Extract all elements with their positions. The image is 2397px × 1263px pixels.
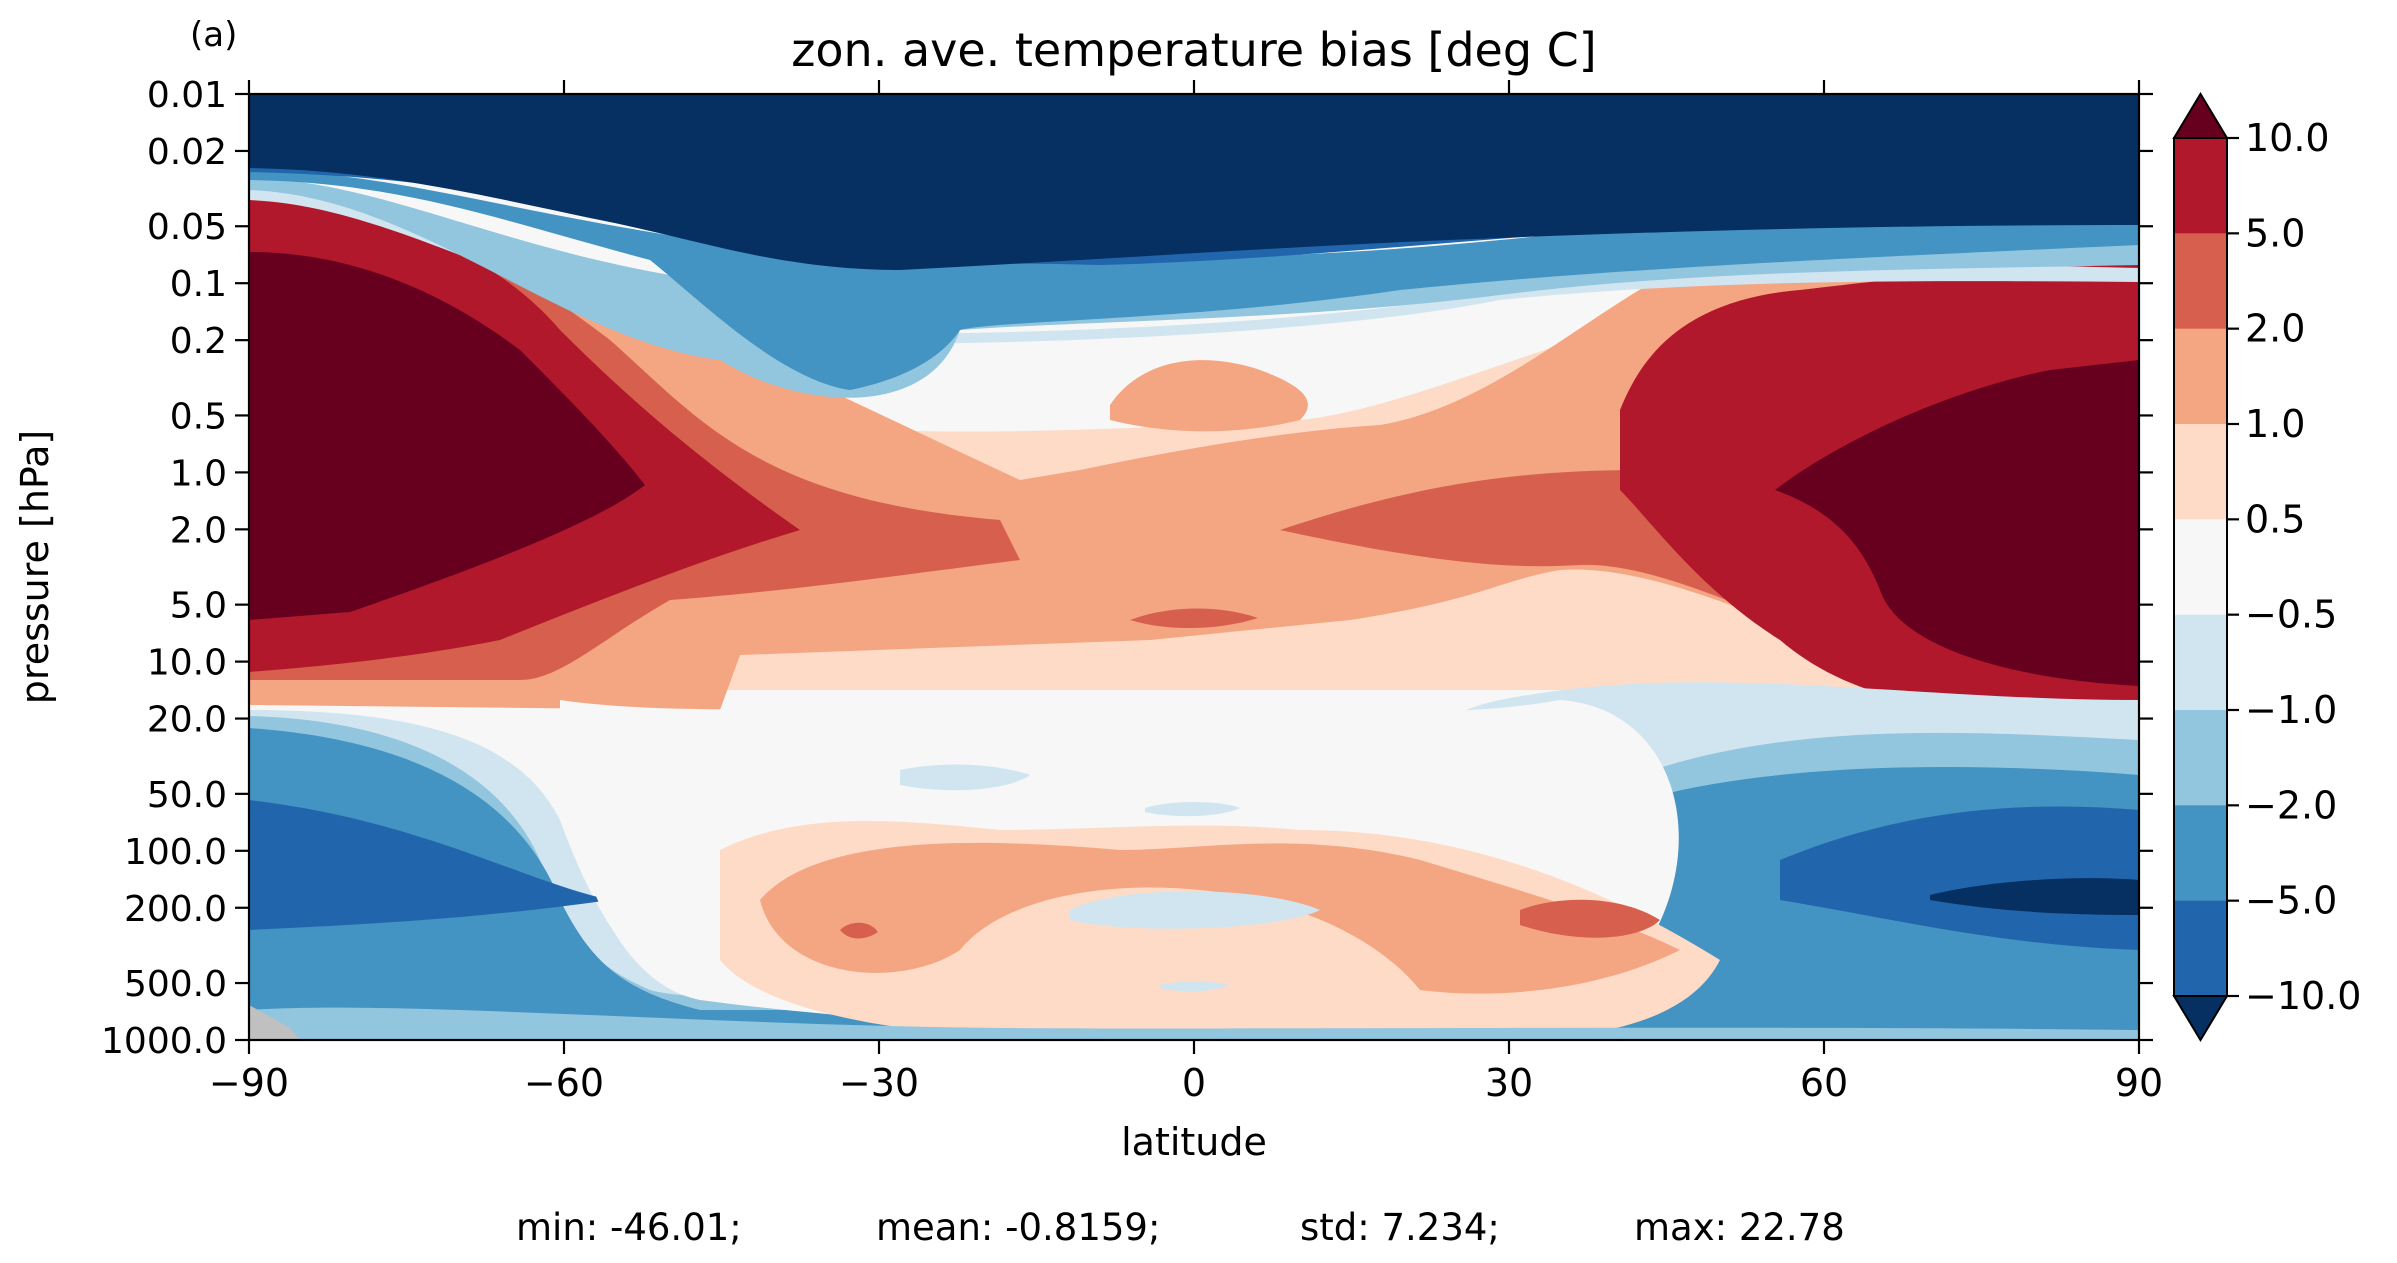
contour-lower-blue-dot xyxy=(1160,981,1230,992)
contour-gt-10-nh xyxy=(1775,360,2139,686)
contour-surface-gray xyxy=(249,1005,300,1040)
stat-min: min: -46.01; xyxy=(516,1206,742,1249)
y-tick-label: 20.0 xyxy=(147,700,227,741)
contour-cold-layer-2 xyxy=(249,178,2139,398)
chart-title: zon. ave. temperature bias [deg C] xyxy=(791,23,1597,77)
colorbar-tick-label: 0.5 xyxy=(2245,497,2305,541)
colorbar-bin xyxy=(2174,805,2227,902)
y-axis-label: pressure [hPa] xyxy=(13,430,57,704)
colorbar-tick-label: −0.5 xyxy=(2245,593,2337,637)
colorbar-tick-label: −2.0 xyxy=(2245,783,2337,827)
contour-gt-10-sh xyxy=(249,252,645,620)
y-tick-label: 200.0 xyxy=(124,889,227,930)
colorbar-bin xyxy=(2174,328,2227,425)
stat-max: max: 22.78 xyxy=(1634,1206,1845,1249)
stat-mean: mean: -0.8159; xyxy=(876,1206,1160,1249)
contour-field xyxy=(249,94,2139,1040)
colorbar-frame xyxy=(2173,137,2228,997)
contour-lower-1 xyxy=(760,842,1680,994)
contour-cold-layer-3 xyxy=(249,170,2139,390)
colorbar: −10.0 −5.0 −2.0 −1.0 −0.5 0.5 1.0 2.0 5.0 10.0 xyxy=(2172,92,2361,1042)
contour-lower-blue-dash xyxy=(1145,802,1240,817)
x-tick-label: −90 xyxy=(209,1061,289,1105)
y-tick-label: 0.1 xyxy=(170,264,227,305)
contour-lower-blue-patch xyxy=(900,764,1030,791)
colorbar-bin xyxy=(2174,138,2227,234)
x-tick-label: 90 xyxy=(2115,1061,2163,1105)
colorbar-bin xyxy=(2174,519,2227,616)
contour-level-10-upper xyxy=(249,200,2139,720)
colorbar-extend-top xyxy=(2172,92,2229,139)
contour-lower-blue-lens xyxy=(1070,891,1320,929)
x-tick-label: −60 xyxy=(524,1061,604,1105)
y-tick-label: 0.2 xyxy=(170,321,227,362)
colorbar-bin xyxy=(2174,710,2227,806)
y-tick-label: 10.0 xyxy=(147,643,227,684)
colorbar-tick-label: −1.0 xyxy=(2245,688,2337,732)
y-tick-label: 0.01 xyxy=(147,75,227,116)
colorbar-bin xyxy=(2174,900,2227,997)
x-ticks: −90 −60 −30 0 30 60 90 xyxy=(209,80,2163,1105)
x-axis-label: latitude xyxy=(1121,1120,1267,1164)
y-tick-label: 1000.0 xyxy=(101,1021,227,1062)
contour-level-1-tropical-cap xyxy=(1110,360,1308,432)
y-tick-label: 50.0 xyxy=(147,775,227,816)
contour-surface-strip xyxy=(249,1007,2139,1040)
stat-std: std: 7.234; xyxy=(1300,1206,1500,1249)
panel-label: (a) xyxy=(190,15,237,55)
y-tick-label: 100.0 xyxy=(124,832,227,873)
x-tick-label: 0 xyxy=(1182,1061,1206,1105)
contour-lower-2-sh xyxy=(840,922,878,939)
y-tick-label: 2.0 xyxy=(170,510,227,551)
y-ticks: 0.01 0.02 0.05 0.1 0.2 0.5 1.0 2.0 5.0 10.0 20.0 50… xyxy=(101,75,2153,1062)
colorbar-tick-label: 10.0 xyxy=(2245,116,2330,160)
y-tick-label: 0.02 xyxy=(147,132,227,173)
contour-lower-10 xyxy=(249,800,2139,950)
colorbar-tick-label: −5.0 xyxy=(2245,879,2337,923)
y-tick-label: 5.0 xyxy=(170,586,227,627)
y-tick-label: 0.05 xyxy=(147,207,227,248)
colorbar-bin xyxy=(2174,233,2227,330)
colorbar-tick-label: 5.0 xyxy=(2245,211,2305,255)
colorbar-extend-bottom xyxy=(2172,995,2229,1042)
contour-lower-lt-10 xyxy=(1930,878,2139,915)
contour-lower-2-nh xyxy=(1520,899,1660,938)
y-tick-label: 500.0 xyxy=(124,964,227,1005)
x-tick-label: 60 xyxy=(1800,1061,1848,1105)
colorbar-bin xyxy=(2174,614,2227,711)
colorbar-tick-label: 2.0 xyxy=(2245,307,2305,351)
contour-level-2-upper xyxy=(249,200,2139,745)
x-tick-label: 30 xyxy=(1485,1061,1533,1105)
x-tick-label: −30 xyxy=(839,1061,919,1105)
contour-cold-layer-5 xyxy=(249,94,2139,270)
contour-level-2-equator-lens xyxy=(1130,608,1258,629)
colorbar-tick-label: 1.0 xyxy=(2245,402,2305,446)
colorbar-tick-label: −10.0 xyxy=(2245,974,2361,1018)
y-tick-label: 0.5 xyxy=(170,396,227,437)
colorbar-bin xyxy=(2174,424,2227,520)
y-tick-label: 1.0 xyxy=(170,453,227,494)
